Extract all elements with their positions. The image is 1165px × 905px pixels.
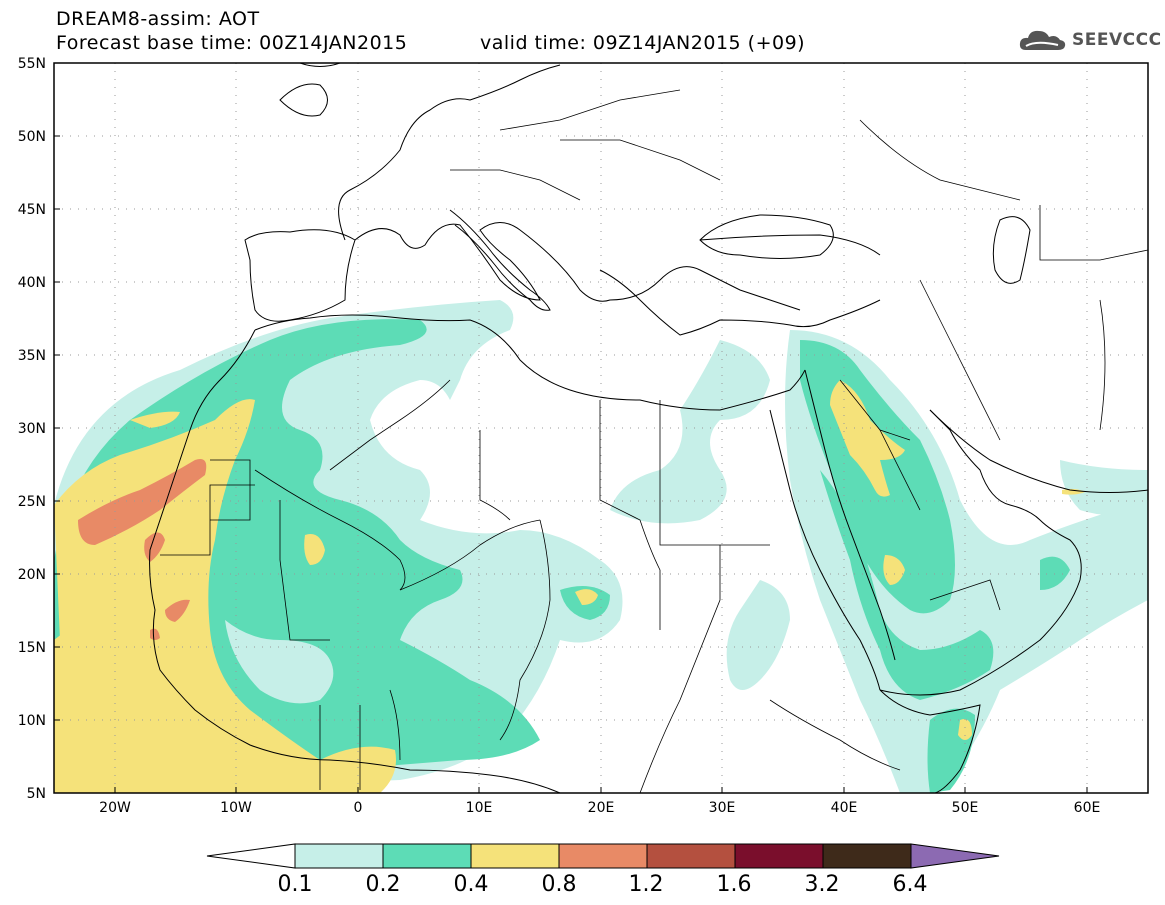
colorbar bbox=[206, 843, 1000, 869]
lat-label: 10N bbox=[18, 713, 46, 729]
lon-label: 20E bbox=[588, 800, 615, 816]
lat-label: 5N bbox=[27, 786, 46, 802]
colorbar-swatch bbox=[470, 843, 560, 869]
graticule bbox=[54, 63, 1148, 793]
lon-label: 20W bbox=[99, 800, 131, 816]
lat-label: 25N bbox=[18, 494, 46, 510]
latitude-labels: 55N 50N 45N 40N 35N 30N 25N 20N 15N 10N … bbox=[18, 56, 46, 802]
lon-label: 60E bbox=[1074, 800, 1101, 816]
colorbar-swatch bbox=[822, 843, 912, 869]
logo-text: SEEVCCC bbox=[1072, 30, 1162, 50]
colorbar-label: 3.2 bbox=[805, 872, 840, 897]
lon-label: 50E bbox=[952, 800, 979, 816]
colorbar-label: 1.6 bbox=[717, 872, 752, 897]
lon-label: 10W bbox=[220, 800, 252, 816]
map-title: DREAM8-assim: AOT bbox=[56, 8, 260, 30]
axis-ticks bbox=[54, 135, 1088, 793]
colorbar-swatch bbox=[734, 843, 824, 869]
colorbar-label: 0.2 bbox=[366, 872, 401, 897]
colorbar-label: 0.8 bbox=[542, 872, 577, 897]
lon-label: 10E bbox=[466, 800, 493, 816]
country-borders bbox=[160, 89, 1148, 793]
lat-label: 35N bbox=[18, 348, 46, 364]
colorbar-swatch bbox=[558, 843, 648, 869]
coastlines bbox=[149, 63, 1148, 793]
colorbar-labels: 0.1 0.2 0.4 0.8 1.2 1.6 3.2 6.4 bbox=[278, 872, 928, 897]
lon-label: 40E bbox=[831, 800, 858, 816]
colorbar-arrow-high bbox=[910, 843, 1000, 869]
valid-time: valid time: 09Z14JAN2015 (+09) bbox=[480, 32, 806, 54]
colorbar-label: 0.4 bbox=[454, 872, 489, 897]
colorbar-label: 0.1 bbox=[278, 872, 313, 897]
lat-label: 50N bbox=[18, 129, 46, 145]
lat-label: 20N bbox=[18, 567, 46, 583]
colorbar-swatch bbox=[646, 843, 736, 869]
lat-label: 45N bbox=[18, 202, 46, 218]
lon-label: 0 bbox=[354, 800, 363, 816]
lat-label: 55N bbox=[18, 56, 46, 72]
colorbar-swatch bbox=[294, 843, 384, 869]
colorbar-label: 6.4 bbox=[893, 872, 928, 897]
lat-label: 15N bbox=[18, 640, 46, 656]
lon-label: 30E bbox=[709, 800, 736, 816]
lat-label: 40N bbox=[18, 275, 46, 291]
longitude-labels: 20W 10W 0 10E 20E 30E 40E 50E 60E bbox=[99, 800, 1100, 816]
colorbar-arrow-low bbox=[206, 843, 296, 869]
colorbar-swatch bbox=[382, 843, 472, 869]
cloud-icon bbox=[1019, 30, 1066, 50]
lat-label: 30N bbox=[18, 421, 46, 437]
seevccc-logo: SEEVCCC bbox=[1018, 26, 1162, 54]
colorbar-label: 1.2 bbox=[629, 872, 664, 897]
forecast-base-time: Forecast base time: 00Z14JAN2015 bbox=[56, 32, 408, 54]
